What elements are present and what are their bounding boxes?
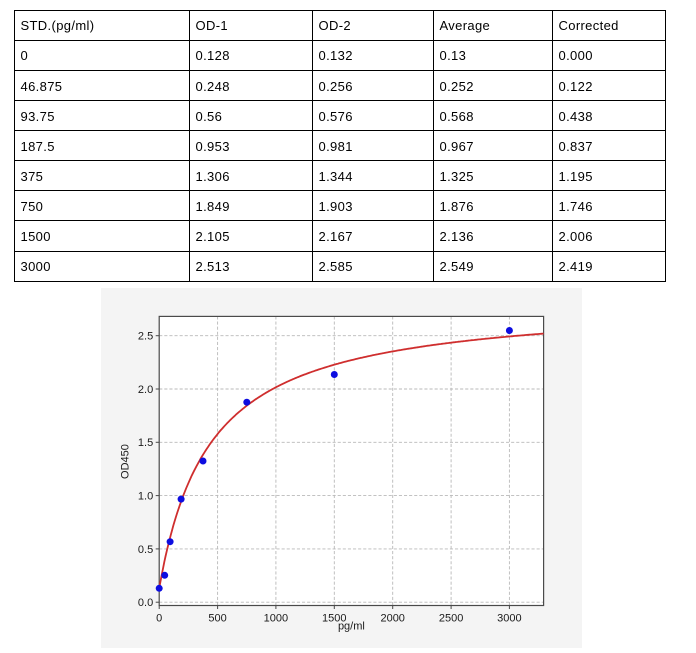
svg-text:0.5: 0.5 — [138, 544, 153, 556]
svg-text:2500: 2500 — [439, 613, 463, 625]
svg-text:500: 500 — [208, 613, 226, 625]
svg-text:3000: 3000 — [497, 613, 521, 625]
svg-text:0.0: 0.0 — [138, 597, 153, 609]
svg-text:1500: 1500 — [322, 613, 346, 625]
svg-text:1.0: 1.0 — [138, 491, 153, 503]
svg-text:1.5: 1.5 — [138, 437, 153, 449]
svg-text:2000: 2000 — [380, 613, 404, 625]
svg-text:2.5: 2.5 — [138, 331, 153, 343]
svg-text:1000: 1000 — [264, 613, 288, 625]
svg-text:2.0: 2.0 — [138, 384, 153, 396]
svg-text:0: 0 — [156, 613, 162, 625]
svg-text:OD450: OD450 — [120, 444, 132, 479]
svg-text:pg/ml: pg/ml — [338, 621, 365, 633]
